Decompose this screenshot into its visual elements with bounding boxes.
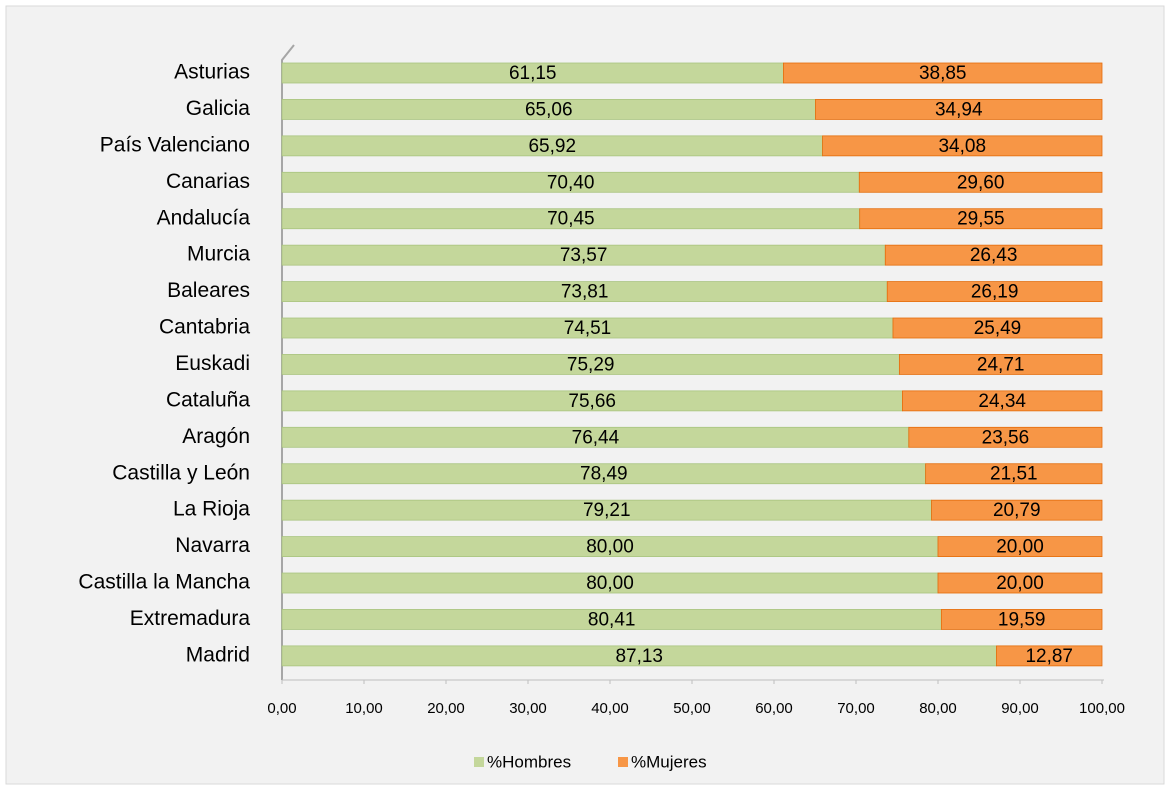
value-label: 26,19 <box>971 282 1019 303</box>
bar-segment <box>996 645 1103 667</box>
value-label: 76,44 <box>572 427 620 448</box>
bar-segment <box>886 281 1103 302</box>
value-label: 26,43 <box>970 245 1018 266</box>
value-label: 24,71 <box>977 354 1025 375</box>
value-label: 12,87 <box>1025 646 1073 667</box>
category-label: Madrid <box>186 643 250 666</box>
bar-segment <box>937 536 1103 557</box>
bar-segment <box>815 99 1103 120</box>
value-label: 20,00 <box>996 573 1044 594</box>
bar-segment <box>859 208 1103 230</box>
value-label: 87,13 <box>615 646 663 667</box>
bar-segment <box>858 171 1103 193</box>
value-label: 38,85 <box>919 63 967 84</box>
x-tick-label: 30,00 <box>509 700 547 717</box>
category-label: Baleares <box>167 279 250 302</box>
category-label: Extremadura <box>130 607 251 630</box>
bar-segment <box>822 135 1103 157</box>
value-label: 75,66 <box>568 391 616 412</box>
bar-segment <box>931 499 1103 521</box>
category-label: Aragón <box>182 425 250 448</box>
x-tick-label: 0,00 <box>267 700 296 717</box>
x-tick-label: 20,00 <box>427 700 465 717</box>
value-label: 80,00 <box>586 537 634 558</box>
legend-label: %Mujeres <box>631 752 707 771</box>
category-label: Euskadi <box>175 352 250 375</box>
value-label: 80,41 <box>588 609 636 630</box>
legend-swatch <box>474 757 484 767</box>
bar-segment <box>884 244 1103 266</box>
bar-segment <box>937 572 1103 594</box>
x-tick-label: 70,00 <box>837 700 875 717</box>
category-label: Castilla la Mancha <box>78 571 250 594</box>
x-tick-label: 90,00 <box>1001 700 1039 717</box>
category-label: País Valenciano <box>100 133 250 156</box>
x-tick-label: 50,00 <box>673 700 711 717</box>
bar-segment <box>902 390 1103 412</box>
value-label: 29,60 <box>957 172 1005 193</box>
category-label: Canarias <box>166 170 250 193</box>
value-label: 73,57 <box>560 245 608 266</box>
legend-label: %Hombres <box>487 752 571 771</box>
bar-segment <box>898 354 1103 375</box>
value-label: 65,92 <box>528 136 576 157</box>
value-label: 29,55 <box>957 209 1005 230</box>
value-label: 61,15 <box>509 63 557 84</box>
value-label: 21,51 <box>990 464 1038 485</box>
value-label: 24,34 <box>978 391 1026 412</box>
value-label: 20,00 <box>996 537 1044 558</box>
value-label: 78,49 <box>580 464 628 485</box>
value-label: 25,49 <box>974 318 1022 339</box>
value-label: 34,08 <box>938 136 986 157</box>
category-label: Cantabria <box>159 316 250 339</box>
x-tick-label: 60,00 <box>755 700 793 717</box>
value-label: 74,51 <box>564 318 612 339</box>
value-label: 73,81 <box>561 282 609 303</box>
category-label: Murcia <box>187 243 250 266</box>
value-label: 65,06 <box>525 99 573 120</box>
category-label: Cataluña <box>166 388 250 411</box>
value-label: 75,29 <box>567 354 615 375</box>
bar-segment <box>940 609 1103 630</box>
value-label: 19,59 <box>998 609 1046 630</box>
x-tick-label: 40,00 <box>591 700 629 717</box>
category-label: Castilla y León <box>112 461 250 484</box>
x-tick-label: 80,00 <box>919 700 957 717</box>
bar-segment <box>908 426 1103 448</box>
category-label: La Rioja <box>173 498 250 521</box>
bar-segment <box>892 317 1103 339</box>
category-label: Galicia <box>186 97 251 120</box>
x-tick-label: 100,00 <box>1079 700 1125 717</box>
value-label: 70,40 <box>547 172 595 193</box>
legend-swatch <box>618 757 628 767</box>
value-label: 80,00 <box>586 573 634 594</box>
bar-segment <box>783 62 1103 84</box>
value-label: 34,94 <box>935 99 983 120</box>
category-label: Navarra <box>175 534 250 557</box>
value-label: 70,45 <box>547 209 595 230</box>
value-label: 79,21 <box>583 500 631 521</box>
x-tick-label: 10,00 <box>345 700 383 717</box>
value-label: 23,56 <box>982 427 1030 448</box>
category-label: Asturias <box>174 61 250 84</box>
category-label: Andalucía <box>157 206 251 229</box>
value-label: 20,79 <box>993 500 1041 521</box>
bar-segment <box>925 463 1103 485</box>
